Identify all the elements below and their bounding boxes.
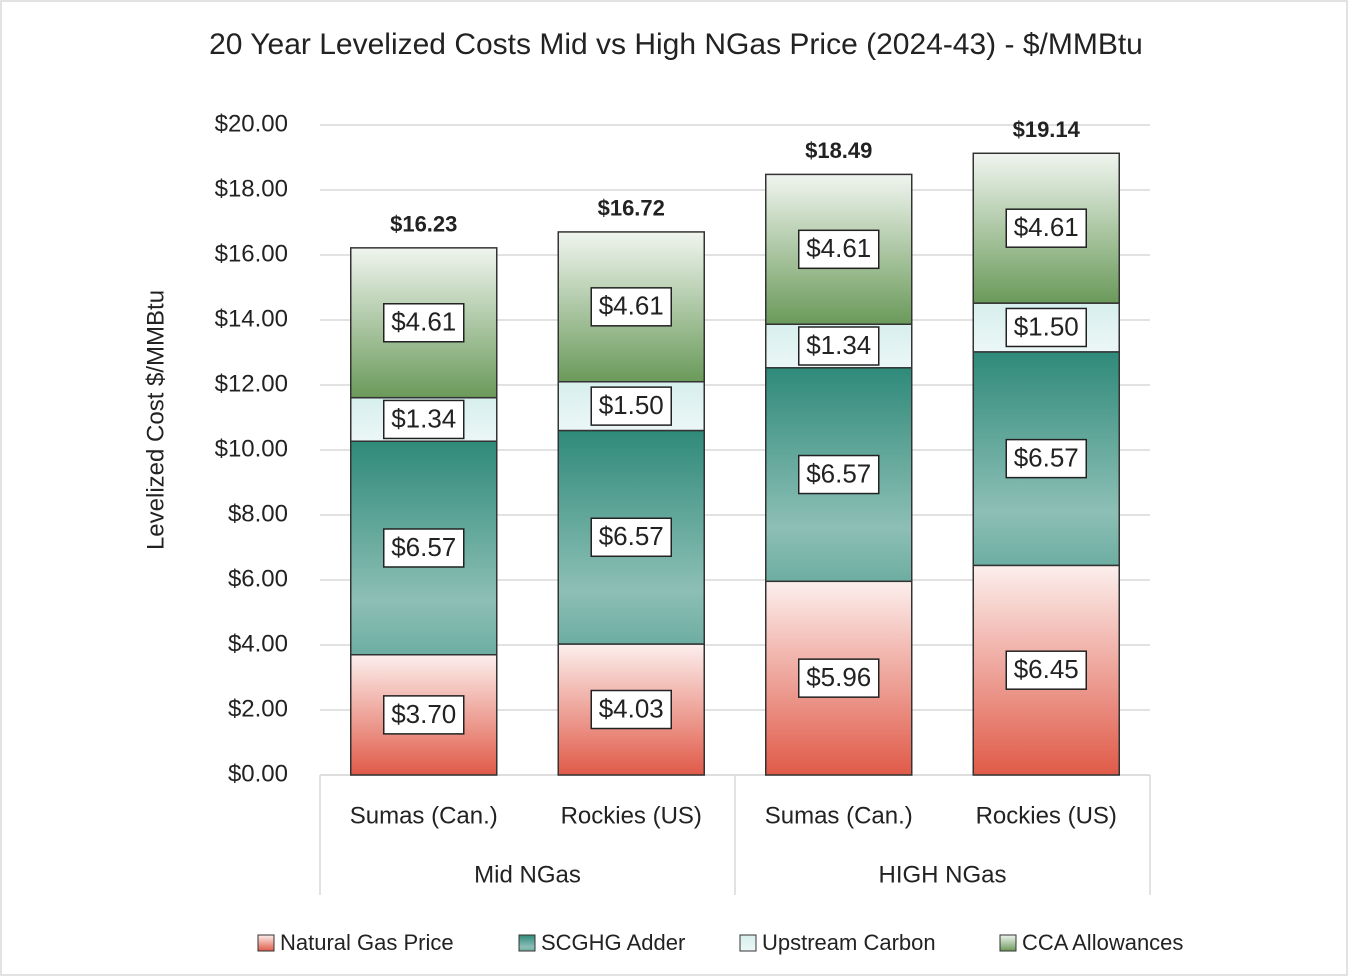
value-label: $4.61	[391, 307, 456, 337]
y-tick-label: $6.00	[228, 565, 288, 592]
y-tick-label: $8.00	[228, 500, 288, 527]
total-label: $18.49	[805, 138, 872, 163]
value-label-box	[590, 287, 672, 327]
value-label-box	[383, 399, 465, 440]
y-tick-label: $20.00	[215, 110, 288, 137]
value-label: $1.34	[806, 330, 871, 360]
value-label-box	[383, 695, 465, 735]
value-label: $1.34	[391, 403, 456, 433]
value-label-box	[1005, 208, 1087, 248]
y-tick-label: $0.00	[228, 760, 288, 787]
total-label: $19.14	[1013, 117, 1081, 142]
value-label: $6.57	[1014, 442, 1079, 472]
legend-label: CCA Allowances	[1022, 930, 1183, 955]
value-label: $1.50	[1014, 311, 1079, 341]
value-label-box	[383, 303, 465, 343]
y-tick-label: $10.00	[215, 435, 288, 462]
chart-title: 20 Year Levelized Costs Mid vs High NGas…	[209, 28, 1143, 61]
y-tick-label: $14.00	[215, 305, 288, 332]
legend-label: SCGHG Adder	[541, 930, 685, 955]
group-label: HIGH NGas	[878, 861, 1006, 888]
legend-swatch	[257, 934, 275, 952]
legend-swatch	[999, 934, 1017, 952]
y-tick-label: $16.00	[215, 240, 288, 267]
y-axis-label: Levelized Cost $/MMBtu	[142, 290, 169, 550]
value-label: $4.61	[599, 291, 664, 321]
x-tick-label: Sumas (Can.)	[765, 802, 913, 829]
value-label-box	[798, 326, 880, 366]
total-label: $16.23	[390, 211, 457, 236]
value-label: $5.96	[806, 662, 871, 692]
x-tick-label: Sumas (Can.)	[350, 802, 498, 829]
value-label: $4.61	[806, 233, 871, 263]
legend-label: Upstream Carbon	[762, 930, 936, 955]
value-label: $6.57	[599, 521, 664, 551]
legend-swatch	[518, 934, 536, 952]
value-label-box	[590, 689, 672, 730]
legend-label: Natural Gas Price	[280, 930, 454, 955]
y-tick-label: $2.00	[228, 695, 288, 722]
legend-swatch	[739, 934, 757, 952]
value-label: $1.50	[599, 390, 664, 420]
value-label: $4.03	[599, 693, 664, 723]
total-label: $16.72	[598, 195, 665, 220]
value-label-box	[590, 517, 672, 558]
group-label: Mid NGas	[474, 861, 581, 888]
value-label-box	[798, 658, 880, 698]
x-tick-label: Rockies (US)	[561, 802, 702, 829]
value-label-box	[590, 386, 672, 426]
value-label: $4.61	[1014, 212, 1079, 242]
y-tick-label: $4.00	[228, 630, 288, 657]
value-label: $6.57	[391, 532, 456, 562]
value-label-box	[798, 454, 880, 495]
value-label: $6.57	[806, 458, 871, 488]
value-label-box	[383, 528, 465, 568]
value-label: $3.70	[391, 699, 456, 729]
value-label-box	[798, 229, 880, 270]
value-label-box	[1005, 438, 1087, 479]
value-label-box	[1005, 650, 1087, 690]
x-tick-label: Rockies (US)	[976, 802, 1117, 829]
y-tick-label: $18.00	[215, 175, 288, 202]
value-label-box	[1005, 307, 1087, 348]
y-tick-label: $12.00	[215, 370, 288, 397]
value-label: $6.45	[1014, 654, 1079, 684]
